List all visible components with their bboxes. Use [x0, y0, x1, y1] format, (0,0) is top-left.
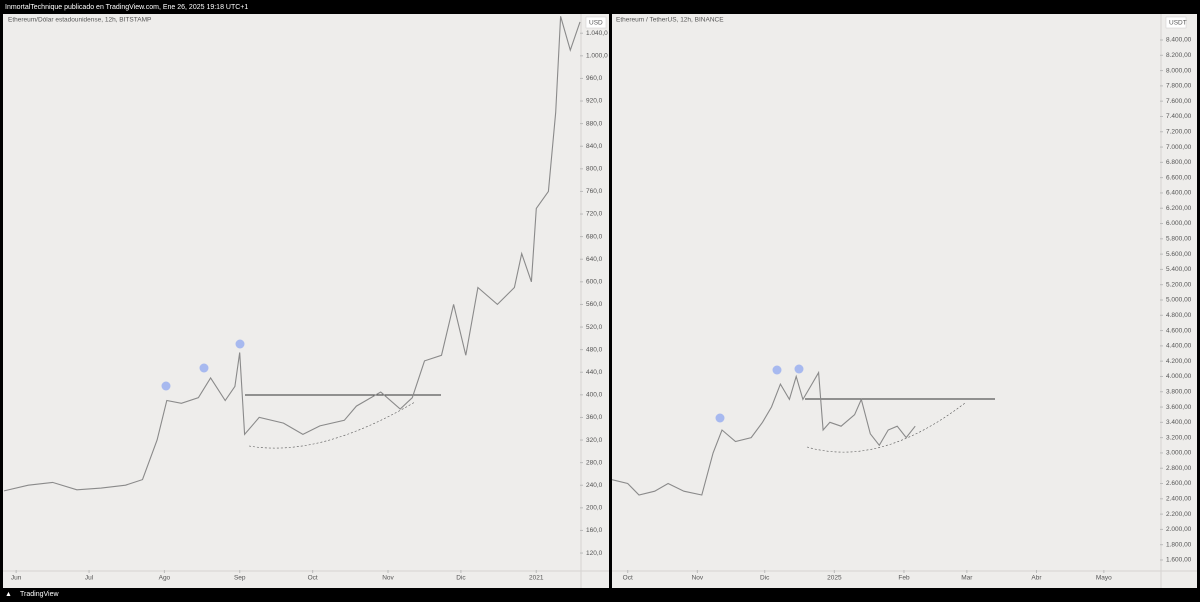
y-tick-label: 440,0	[586, 369, 603, 376]
header-title: InmortalTechnique publicado en TradingVi…	[5, 4, 248, 11]
y-tick-label: 3.400,00	[1166, 419, 1192, 426]
footer-brand: TradingView	[20, 591, 59, 598]
currency-box	[1165, 16, 1187, 29]
y-tick-label: 3.200,00	[1166, 434, 1192, 441]
footer-logo: ▲	[5, 591, 12, 598]
currency-label: USD	[589, 20, 603, 27]
y-tick-label: 240,0	[586, 482, 603, 489]
y-tick-label: 880,0	[586, 120, 603, 127]
x-tick-label: Oct	[308, 575, 318, 582]
y-tick-label: 3.000,00	[1166, 450, 1192, 457]
y-tick-label: 5.400,00	[1166, 266, 1192, 273]
y-tick-label: 2.600,00	[1166, 480, 1192, 487]
marker	[161, 381, 171, 391]
y-tick-label: 7.200,00	[1166, 128, 1192, 135]
y-tick-label: 6.200,00	[1166, 205, 1192, 212]
x-tick-label: Jun	[11, 575, 22, 582]
y-tick-label: 7.600,00	[1166, 98, 1192, 105]
x-tick-label: Dic	[456, 575, 466, 582]
y-tick-label: 1.040,0	[586, 30, 608, 37]
y-tick-label: 8.000,00	[1166, 67, 1192, 74]
y-tick-label: 4.000,00	[1166, 373, 1192, 380]
currency-label: USDT	[1169, 20, 1187, 27]
x-tick-label: Mayo	[1096, 575, 1112, 582]
y-tick-label: 7.400,00	[1166, 113, 1192, 120]
y-tick-label: 2.200,00	[1166, 511, 1192, 518]
x-tick-label: Abr	[1031, 575, 1042, 582]
panel-right	[612, 14, 1197, 588]
cup-curve	[806, 402, 966, 453]
y-tick-label: 400,0	[586, 392, 603, 399]
y-tick-label: 6.800,00	[1166, 159, 1192, 166]
y-tick-label: 7.000,00	[1166, 144, 1192, 151]
y-tick-label: 960,0	[586, 75, 603, 82]
y-tick-label: 1.800,00	[1166, 541, 1192, 548]
y-tick-label: 2.400,00	[1166, 496, 1192, 503]
y-tick-label: 600,0	[586, 279, 603, 286]
x-tick-label: Nov	[382, 575, 394, 582]
marker	[235, 339, 245, 349]
y-tick-label: 520,0	[586, 324, 603, 331]
price-line	[3, 16, 581, 492]
y-tick-label: 680,0	[586, 233, 603, 240]
y-tick-label: 4.600,00	[1166, 327, 1192, 334]
y-tick-label: 6.000,00	[1166, 220, 1192, 227]
y-tick-label: 640,0	[586, 256, 603, 263]
y-tick-label: 840,0	[586, 143, 603, 150]
y-tick-label: 120,0	[586, 550, 603, 557]
x-tick-label: 2021	[529, 575, 544, 582]
y-tick-label: 160,0	[586, 527, 603, 534]
marker	[772, 365, 782, 375]
y-tick-label: 920,0	[586, 98, 603, 105]
y-tick-label: 5.200,00	[1166, 281, 1192, 288]
marker	[715, 413, 725, 423]
drawings	[161, 339, 995, 453]
y-tick-label: 3.600,00	[1166, 404, 1192, 411]
y-tick-label: 1.000,0	[586, 53, 608, 60]
y-tick-label: 8.200,00	[1166, 52, 1192, 59]
chart-title: Ethereum/Dólar estadounidense, 12h, BITS…	[8, 17, 151, 24]
y-tick-label: 8.400,00	[1166, 37, 1192, 44]
y-tick-label: 2.000,00	[1166, 526, 1192, 533]
y-tick-label: 4.800,00	[1166, 312, 1192, 319]
y-tick-label: 3.800,00	[1166, 388, 1192, 395]
x-tick-label: 2025	[827, 575, 842, 582]
chart-title: Ethereum / TetherUS, 12h, BINANCE	[616, 17, 724, 24]
y-tick-label: 6.400,00	[1166, 190, 1192, 197]
y-tick-label: 760,0	[586, 188, 603, 195]
y-tick-label: 7.800,00	[1166, 83, 1192, 90]
y-tick-label: 480,0	[586, 346, 603, 353]
x-tick-label: Dic	[760, 575, 770, 582]
x-tick-label: Sep	[234, 575, 246, 582]
currency-box	[585, 16, 607, 29]
x-tick-label: Nov	[692, 575, 704, 582]
x-tick-label: Mar	[961, 575, 973, 582]
x-tick-label: Jul	[85, 575, 94, 582]
y-tick-label: 320,0	[586, 437, 603, 444]
price-line	[611, 370, 916, 496]
y-tick-label: 1.600,00	[1166, 557, 1192, 564]
x-tick-label: Ago	[159, 575, 171, 582]
cup-curve	[248, 401, 416, 449]
x-tick-label: Oct	[623, 575, 633, 582]
y-tick-label: 280,0	[586, 459, 603, 466]
panel-left	[3, 14, 609, 588]
y-tick-label: 6.600,00	[1166, 174, 1192, 181]
marker	[199, 363, 209, 373]
y-tick-label: 5.600,00	[1166, 251, 1192, 258]
y-tick-label: 2.800,00	[1166, 465, 1192, 472]
y-tick-label: 360,0	[586, 414, 603, 421]
y-tick-label: 560,0	[586, 301, 603, 308]
x-tick-label: Feb	[898, 575, 910, 582]
y-tick-label: 800,0	[586, 166, 603, 173]
y-tick-label: 5.800,00	[1166, 236, 1192, 243]
y-tick-label: 4.400,00	[1166, 343, 1192, 350]
y-tick-label: 720,0	[586, 211, 603, 218]
marker	[794, 364, 804, 374]
y-tick-label: 5.000,00	[1166, 297, 1192, 304]
y-tick-label: 4.200,00	[1166, 358, 1192, 365]
y-tick-label: 200,0	[586, 505, 603, 512]
